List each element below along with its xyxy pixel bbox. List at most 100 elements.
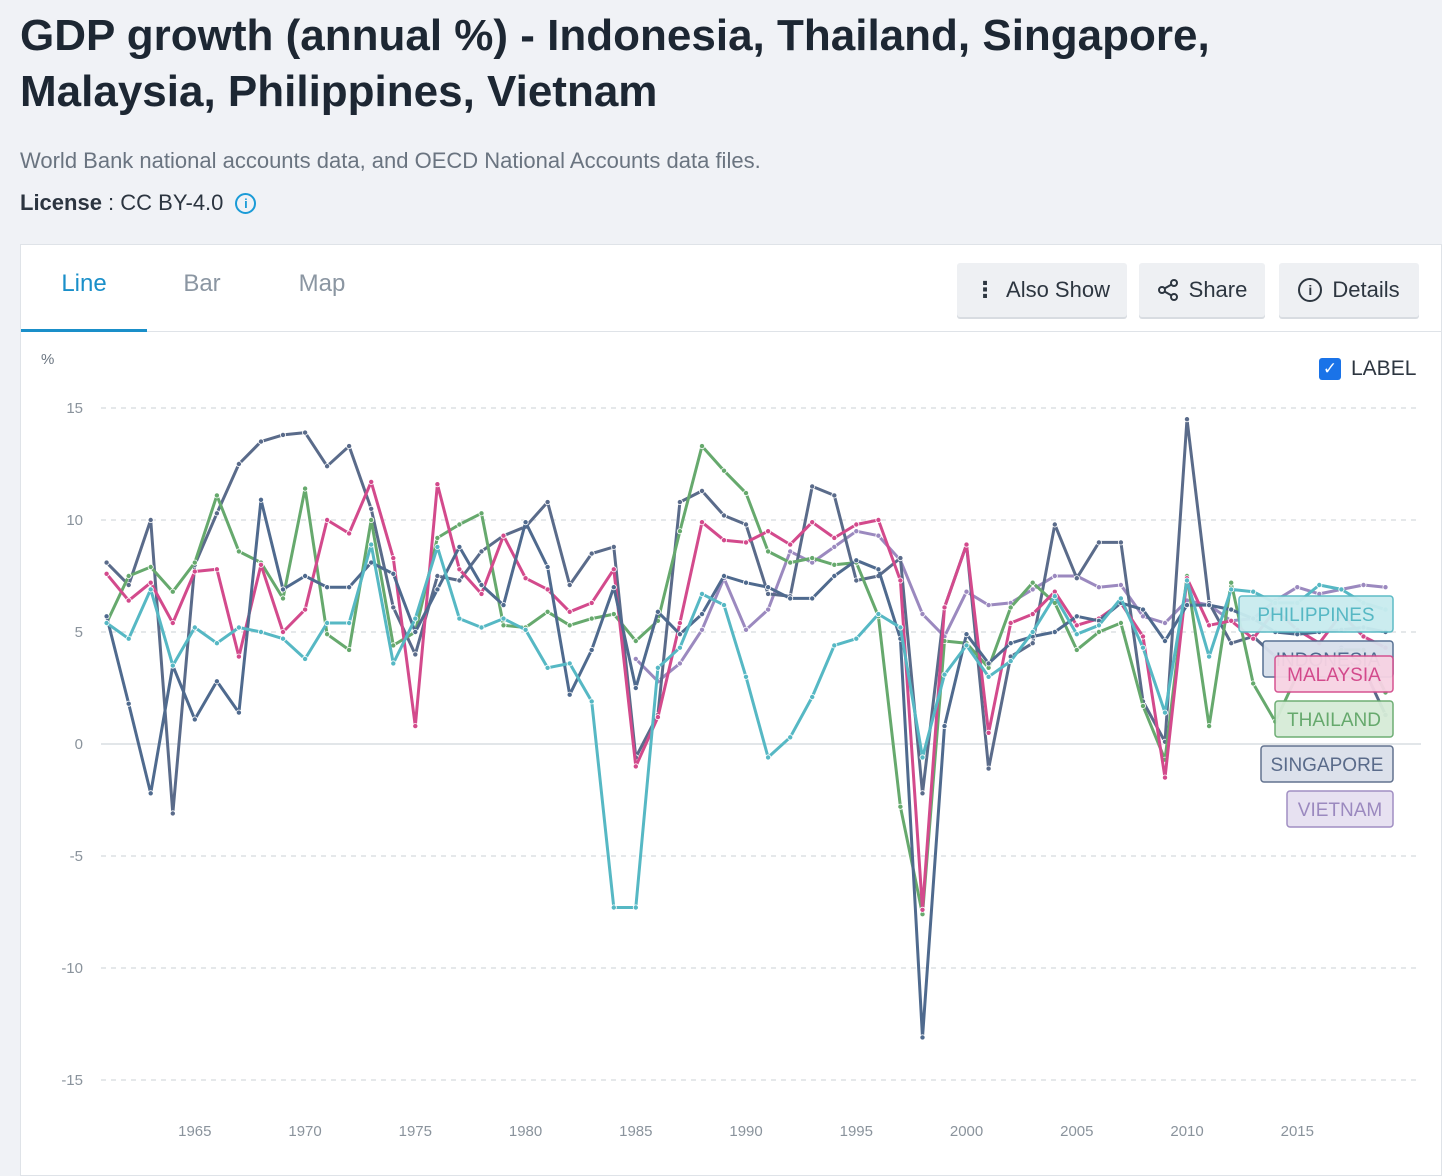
data-point-singapore [390, 604, 397, 611]
data-point-thailand [191, 559, 198, 566]
end-label-singapore: SINGAPORE [1271, 755, 1384, 776]
details-button[interactable]: i Details [1279, 263, 1419, 317]
data-point-vietnam [676, 660, 683, 667]
x-tick-label: 2005 [1060, 1123, 1093, 1140]
data-point-thailand [588, 615, 595, 622]
data-point-thailand [1095, 628, 1102, 635]
data-point-vietnam [1382, 584, 1389, 591]
data-point-indonesia [787, 595, 794, 602]
info-circle-icon[interactable]: i [235, 193, 257, 214]
tab-line[interactable]: Line [21, 245, 147, 332]
data-point-malaysia [875, 516, 882, 523]
data-point-thailand [699, 443, 706, 450]
data-point-philippines [1140, 644, 1147, 651]
data-point-thailand [809, 555, 816, 562]
data-point-philippines [1007, 658, 1014, 665]
data-point-singapore [897, 555, 904, 562]
data-point-thailand [831, 561, 838, 568]
data-point-malaysia [721, 537, 728, 544]
data-point-thailand [1117, 619, 1124, 626]
data-point-malaysia [390, 555, 397, 562]
data-point-singapore [478, 548, 485, 555]
end-label-vietnam: VIETNAM [1298, 800, 1382, 821]
data-point-vietnam [1117, 581, 1124, 588]
tab-map[interactable]: Map [298, 270, 346, 297]
data-point-vietnam [831, 543, 838, 550]
data-point-philippines [390, 660, 397, 667]
data-point-singapore [103, 559, 110, 566]
data-point-philippines [103, 619, 110, 626]
data-point-vietnam [699, 626, 706, 633]
data-point-philippines [985, 673, 992, 680]
data-point-malaysia [346, 530, 353, 537]
data-point-vietnam [1162, 619, 1169, 626]
license-line: License : CC BY-4.0 i [20, 190, 257, 216]
data-point-malaysia [147, 579, 154, 586]
data-point-philippines [809, 693, 816, 700]
data-point-singapore [1073, 575, 1080, 582]
data-point-malaysia [699, 519, 706, 526]
data-point-thailand [1029, 579, 1036, 586]
data-point-malaysia [919, 906, 926, 913]
data-point-malaysia [963, 541, 970, 548]
data-point-indonesia [831, 572, 838, 579]
data-point-thailand [787, 559, 794, 566]
end-label-box-singapore [1260, 745, 1394, 783]
data-point-malaysia [809, 519, 816, 526]
data-point-philippines [1184, 577, 1191, 584]
share-button[interactable]: Share [1139, 263, 1265, 317]
data-point-thailand [1007, 604, 1014, 611]
tab-bar[interactable]: Bar [183, 270, 221, 297]
data-point-indonesia [1162, 637, 1169, 644]
data-point-singapore [588, 550, 595, 557]
data-point-malaysia [941, 604, 948, 611]
checkbox-checked-icon[interactable]: ✓ [1319, 358, 1341, 380]
data-point-malaysia [765, 528, 772, 535]
data-point-thailand [610, 611, 617, 618]
label-toggle-text: LABEL [1351, 357, 1417, 380]
data-point-indonesia [544, 563, 551, 570]
y-axis-label: % [41, 351, 54, 368]
data-point-malaysia [1360, 633, 1367, 640]
data-point-indonesia [147, 790, 154, 797]
data-point-thailand [478, 510, 485, 517]
data-point-singapore [1228, 640, 1235, 647]
y-tick-label: -10 [61, 960, 83, 977]
data-point-indonesia [632, 684, 639, 691]
data-point-philippines [279, 635, 286, 642]
x-tick-label: 1980 [509, 1123, 542, 1140]
data-point-philippines [235, 624, 242, 631]
data-point-singapore [853, 577, 860, 584]
data-point-indonesia [191, 716, 198, 723]
data-point-thailand [544, 608, 551, 615]
data-point-philippines [1029, 628, 1036, 635]
data-point-vietnam [985, 602, 992, 609]
data-point-indonesia [257, 496, 264, 503]
data-point-malaysia [1228, 617, 1235, 624]
data-point-malaysia [522, 575, 529, 582]
data-point-indonesia [412, 628, 419, 635]
data-point-indonesia [1073, 613, 1080, 620]
line-chart: % 15 10 5 0 -5 -10 -15 1965 1970 1975 1980 1985 1990 1… [41, 351, 1421, 1140]
data-point-thailand [721, 467, 728, 474]
end-label-box-vietnam [1286, 790, 1394, 828]
data-point-malaysia [434, 481, 441, 488]
data-point-malaysia [588, 599, 595, 606]
vertical-dots-icon: ⋮ [974, 277, 997, 302]
data-point-indonesia [963, 631, 970, 638]
data-point-malaysia [1073, 622, 1080, 629]
data-point-philippines [721, 602, 728, 609]
data-point-thailand [1140, 702, 1147, 709]
data-point-vietnam [875, 532, 882, 539]
label-toggle[interactable]: ✓ LABEL [1319, 357, 1416, 381]
data-point-indonesia [1007, 640, 1014, 647]
data-point-indonesia [610, 584, 617, 591]
data-point-indonesia [213, 678, 220, 685]
data-point-philippines [588, 698, 595, 705]
data-point-thailand [1206, 723, 1213, 730]
data-point-indonesia [390, 570, 397, 577]
also-show-button[interactable]: ⋮ Also Show [957, 263, 1127, 317]
data-point-malaysia [897, 577, 904, 584]
data-point-thailand [1073, 646, 1080, 653]
data-point-thailand [500, 622, 507, 629]
